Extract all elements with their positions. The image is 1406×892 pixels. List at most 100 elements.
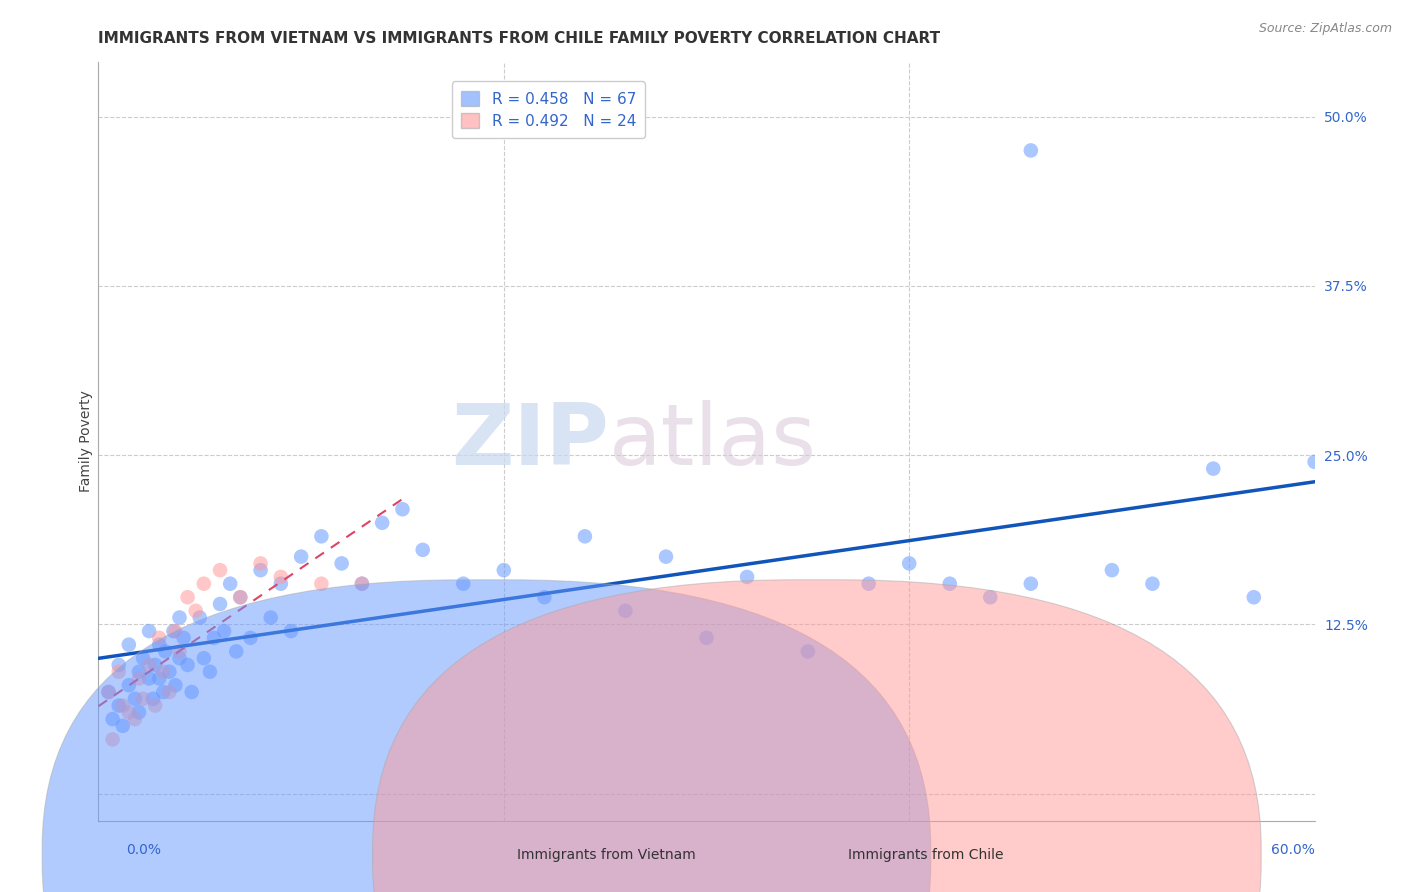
Point [101, 712, 124, 726]
Point [212, 624, 235, 639]
Text: Source: ZipAtlas.com: Source: ZipAtlas.com [1258, 22, 1392, 36]
Point [128, 665, 150, 679]
Point [350, 576, 373, 591]
Text: Immigrants from Vietnam: Immigrants from Vietnam [517, 848, 696, 863]
Point [202, 631, 225, 645]
Point [107, 665, 129, 679]
Point [128, 672, 150, 686]
Text: 60.0%: 60.0% [1271, 843, 1315, 857]
Point [311, 576, 333, 591]
Text: IMMIGRANTS FROM VIETNAM VS IMMIGRANTS FROM CHILE FAMILY POVERTY CORRELATION CHAR: IMMIGRANTS FROM VIETNAM VS IMMIGRANTS FR… [98, 31, 941, 46]
Point [107, 657, 129, 672]
Point [173, 631, 195, 645]
Point [128, 706, 150, 720]
Point [176, 591, 198, 605]
Point [492, 563, 515, 577]
Point [184, 604, 207, 618]
Point [858, 576, 880, 591]
Point [219, 576, 242, 591]
Point [148, 672, 170, 686]
Text: 0.0%: 0.0% [127, 843, 162, 857]
Point [165, 678, 187, 692]
Point [1019, 144, 1042, 158]
Point [193, 576, 215, 591]
Point [1019, 576, 1042, 591]
Point [162, 624, 184, 639]
Point [157, 685, 180, 699]
Point [453, 576, 475, 591]
Point [138, 624, 160, 639]
Point [169, 644, 191, 658]
Point [1303, 455, 1326, 469]
Point [209, 597, 232, 611]
Point [1202, 461, 1225, 475]
Point [148, 638, 170, 652]
Text: ZIP: ZIP [451, 400, 609, 483]
Point [280, 624, 302, 639]
Point [533, 591, 555, 605]
Point [97, 685, 120, 699]
Point [111, 719, 134, 733]
Point [97, 685, 120, 699]
Point [350, 576, 373, 591]
Point [249, 557, 271, 571]
Point [735, 570, 758, 584]
Point [155, 644, 177, 658]
Point [209, 563, 232, 577]
Point [614, 604, 637, 618]
Point [371, 516, 394, 530]
Point [176, 657, 198, 672]
Point [270, 570, 292, 584]
Point [165, 624, 187, 639]
Text: atlas: atlas [609, 400, 817, 483]
Point [138, 672, 160, 686]
Point [157, 665, 180, 679]
Point [898, 557, 921, 571]
Point [797, 644, 820, 658]
Point [290, 549, 312, 564]
Point [152, 665, 174, 679]
Point [696, 631, 718, 645]
Point [188, 610, 211, 624]
Point [979, 591, 1001, 605]
Point [169, 610, 191, 624]
Point [180, 685, 202, 699]
Point [101, 732, 124, 747]
Point [169, 651, 191, 665]
Point [124, 691, 146, 706]
Text: Immigrants from Chile: Immigrants from Chile [848, 848, 1004, 863]
Point [111, 698, 134, 713]
Point [229, 591, 252, 605]
Point [1101, 563, 1123, 577]
Point [143, 698, 166, 713]
Point [132, 691, 155, 706]
Point [311, 529, 333, 543]
Point [143, 657, 166, 672]
Legend: R = 0.458   N = 67, R = 0.492   N = 24: R = 0.458 N = 67, R = 0.492 N = 24 [451, 81, 645, 138]
Point [148, 631, 170, 645]
Point [939, 576, 962, 591]
Point [391, 502, 413, 516]
Point [330, 557, 353, 571]
Point [229, 591, 252, 605]
Point [655, 549, 678, 564]
Point [118, 706, 141, 720]
Point [574, 529, 596, 543]
Point [270, 576, 292, 591]
Point [198, 665, 221, 679]
Point [107, 698, 129, 713]
Point [124, 712, 146, 726]
Point [1142, 576, 1164, 591]
Point [412, 542, 434, 557]
Point [260, 610, 283, 624]
Point [138, 657, 160, 672]
Point [249, 563, 271, 577]
Point [152, 685, 174, 699]
Point [142, 691, 165, 706]
Point [239, 631, 262, 645]
Point [118, 638, 141, 652]
Point [1243, 591, 1265, 605]
Point [132, 651, 155, 665]
Point [118, 678, 141, 692]
Point [193, 651, 215, 665]
